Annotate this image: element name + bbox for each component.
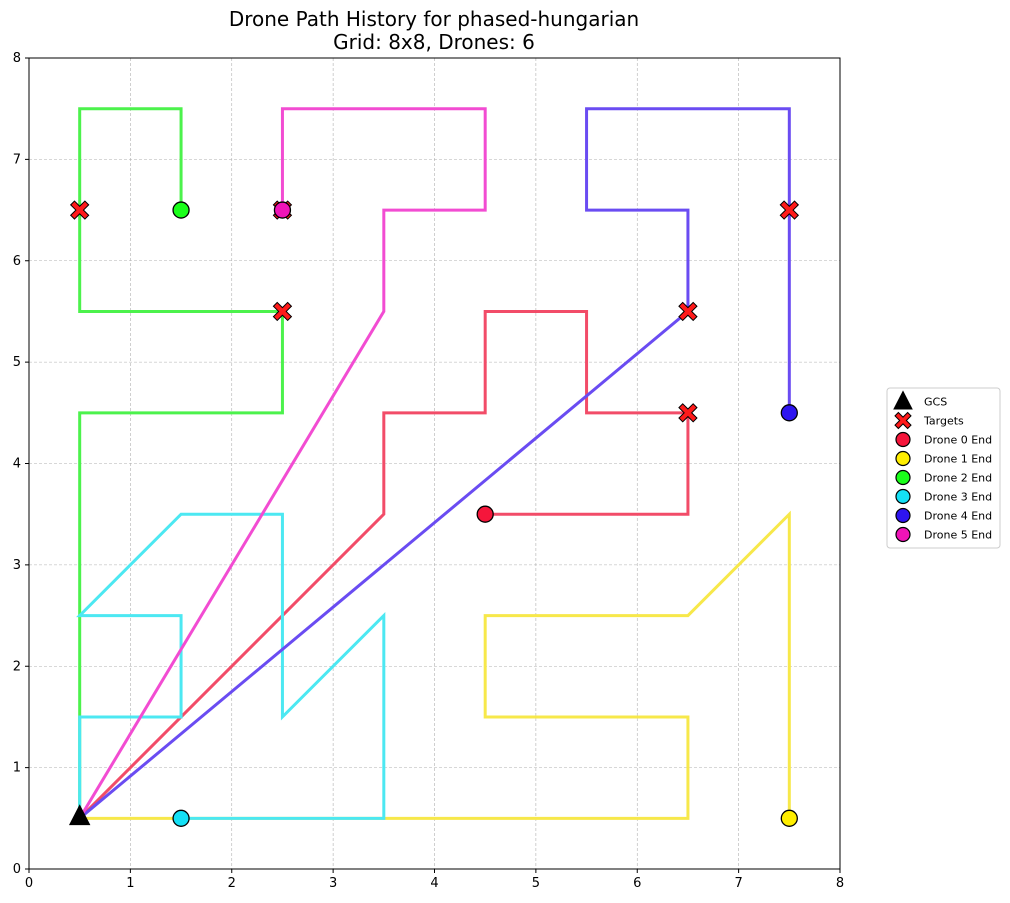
drone-5-end-marker — [273, 201, 292, 219]
legend-label: Drone 1 End — [924, 453, 992, 466]
legend-drone-1-marker — [895, 450, 911, 467]
x-tick-label: 2 — [228, 876, 236, 891]
legend-label: GCS — [924, 396, 947, 409]
drone-3-path — [76, 512, 386, 820]
y-tick-label: 2 — [13, 659, 21, 674]
legend-label: Drone 2 End — [924, 472, 992, 485]
y-tick-label: 0 — [13, 862, 21, 877]
legend-label: Targets — [923, 415, 964, 428]
legend-targets-marker — [894, 411, 912, 430]
drone-1-path — [79, 510, 791, 820]
x-tick-label: 7 — [734, 876, 742, 891]
drone-4-end-marker — [780, 404, 798, 422]
chart-subtitle: Grid: 8x8, Drones: 6 — [333, 30, 535, 54]
y-tick-label: 7 — [13, 152, 21, 167]
drone-paths — [76, 107, 791, 820]
x-tick-label: 4 — [430, 876, 438, 891]
drone-2-end-marker — [172, 201, 190, 219]
x-tick-label: 6 — [633, 876, 641, 891]
target-marker — [272, 301, 293, 322]
legend-label: Drone 0 End — [924, 434, 992, 447]
axis-ticks: 0 1 2 3 4 5 6 7 8 0 1 2 3 4 5 6 7 8 — [13, 51, 844, 891]
target-marker — [69, 200, 90, 220]
x-tick-label: 1 — [126, 876, 134, 891]
y-tick-label: 1 — [13, 761, 21, 776]
x-tick-label: 8 — [836, 876, 844, 891]
legend-label: Drone 3 End — [924, 491, 992, 504]
legend-drone-5-marker — [895, 526, 911, 543]
legend: GCS Targets Drone 0 End Drone 1 End Drone 2 … — [886, 387, 1001, 549]
y-tick-label: 5 — [13, 355, 21, 370]
gcs-marker — [68, 804, 91, 826]
y-tick-label: 4 — [13, 457, 21, 472]
markers — [68, 200, 800, 827]
x-tick-label: 0 — [25, 876, 33, 891]
x-tick-label: 5 — [532, 876, 540, 891]
y-tick-label: 3 — [13, 558, 21, 573]
legend-drone-2-marker — [895, 469, 911, 486]
chart-title: Drone Path History for phased-hungarian — [229, 7, 639, 31]
legend-drone-0-marker — [895, 431, 911, 448]
legend-label: Drone 5 End — [924, 529, 992, 542]
drone-0-path — [78, 309, 690, 820]
legend-drone-4-marker — [895, 507, 911, 524]
legend-drone-3-marker — [895, 488, 911, 505]
legend-gcs-marker — [893, 390, 913, 410]
legend-label: Drone 4 End — [924, 510, 992, 523]
legend-box — [886, 387, 1001, 549]
y-tick-label: 6 — [13, 254, 21, 269]
y-tick-label: 8 — [13, 51, 21, 66]
drone-0-end-marker — [476, 505, 494, 523]
drone-2-path — [78, 107, 284, 819]
target-marker — [678, 301, 698, 322]
target-marker — [678, 403, 698, 423]
drone-3-end-marker — [172, 809, 190, 827]
drone-1-end-marker — [780, 809, 798, 827]
x-tick-label: 3 — [329, 876, 337, 891]
target-marker — [779, 200, 800, 220]
drone-5-path — [78, 107, 487, 820]
